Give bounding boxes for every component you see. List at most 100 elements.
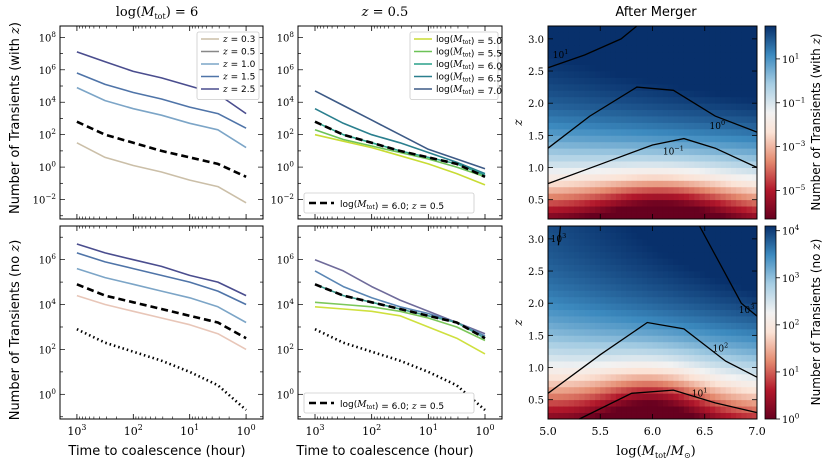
heatmap-cell [751,154,758,162]
heatmap-cell [683,96,690,104]
heatmap-cell [725,245,732,253]
heatmap-cell [725,283,732,291]
heatmap-cell [621,180,627,188]
heatmap-cell [751,309,758,317]
heatmap-cell [736,167,742,175]
heatmap-cell [657,135,664,143]
heatmap-cell [558,335,565,343]
heatmap-cell [704,173,711,181]
colorbar-tick-label: 102 [782,317,799,332]
heatmap-cell [647,258,653,265]
heatmap-cell [600,335,606,343]
heatmap-cell [610,77,617,85]
heatmap-cell [730,122,737,130]
heatmap-cell [647,109,653,117]
heatmap-cell [647,45,653,53]
heatmap-cell [736,45,742,53]
heatmap-cell [600,226,606,233]
heatmap-cell [631,128,638,136]
heatmap-cell [683,354,690,362]
heatmap-cell [730,26,737,33]
heatmap-cell [689,135,695,143]
heatmap-cell [584,406,591,413]
heatmap-cell [694,277,700,285]
heatmap-cell [689,167,695,175]
heatmap-cell [657,167,664,175]
heatmap-cell [579,380,585,388]
heatmap-cell [720,135,727,143]
heatmap-cell [647,135,653,143]
heatmap-cell [668,212,674,220]
heatmap-cell [600,245,606,253]
heatmap-cell [647,206,653,213]
heatmap-cell [574,380,580,388]
heatmap-cell [746,283,753,291]
heatmap-cell [579,206,585,213]
heatmap-cell [605,367,612,375]
heatmap-cell [725,116,732,123]
heatmap-cell [605,373,612,381]
heatmap-cell [689,180,695,188]
heatmap-cell [631,141,638,149]
heatmap-cell [579,58,585,65]
heatmap-cell [673,167,680,175]
heatmap-cell [600,354,606,362]
heatmap-cell [709,135,716,143]
heatmap-cell [662,399,669,407]
heatmap-cell [610,199,617,207]
heatmap-cell [673,141,680,149]
heatmap-cell [673,258,680,265]
heatmap-cell [673,51,680,59]
heatmap-cell [605,251,612,259]
heatmap-cell [736,309,742,317]
heatmap-cell [725,167,732,175]
heatmap-cell [589,141,596,149]
heatmap-cell [704,271,711,278]
heatmap-cell [741,245,747,253]
heatmap-cell [715,141,721,149]
heatmap-cell [683,373,690,381]
heatmap-cell [568,167,575,175]
heatmap-cell [600,51,606,59]
heatmap-cell [600,380,606,388]
heatmap-cell [678,283,685,291]
heatmap-cell [621,348,627,356]
heatmap-cell [683,283,690,291]
heatmap-cell [615,83,622,91]
heatmap-cell [746,271,753,278]
y-tick-label: 108 [39,30,57,45]
heatmap-cell [589,122,596,130]
contour-line [547,321,758,394]
series-line [314,107,486,175]
heatmap-cell [662,148,669,156]
heatmap-cell [751,141,758,149]
heatmap-cell [715,277,721,285]
heatmap-cell [668,283,674,291]
heatmap-cell [689,128,695,136]
heatmap-cell [568,71,575,78]
heatmap-cell [709,373,716,381]
heatmap-cell [548,77,554,85]
heatmap-cell [589,186,596,194]
ylabel-row2: Number of Transients (no z) [8,240,23,421]
heatmap-cell [699,277,706,285]
heatmap-cell [673,77,680,85]
y-tick-label: 108 [277,30,295,45]
heatmap-cell [553,103,559,111]
heatmap-cell [736,258,742,265]
heatmap-cell [715,386,721,394]
heatmap-cell [642,258,648,265]
heatmap-cell [715,173,721,181]
heatmap-cell [657,26,664,33]
heatmap-cell [736,296,742,304]
heatmap-cell [621,399,627,407]
heatmap-cell [741,199,747,207]
heatmap-cell [558,45,565,53]
heatmap-cell [709,116,716,123]
heatmap-cell [715,154,721,162]
heatmap-cell [704,303,711,311]
heatmap-cell [584,316,591,323]
heatmap-cell [579,341,585,349]
heatmap-cell [589,283,596,291]
heatmap-cell [605,193,612,201]
